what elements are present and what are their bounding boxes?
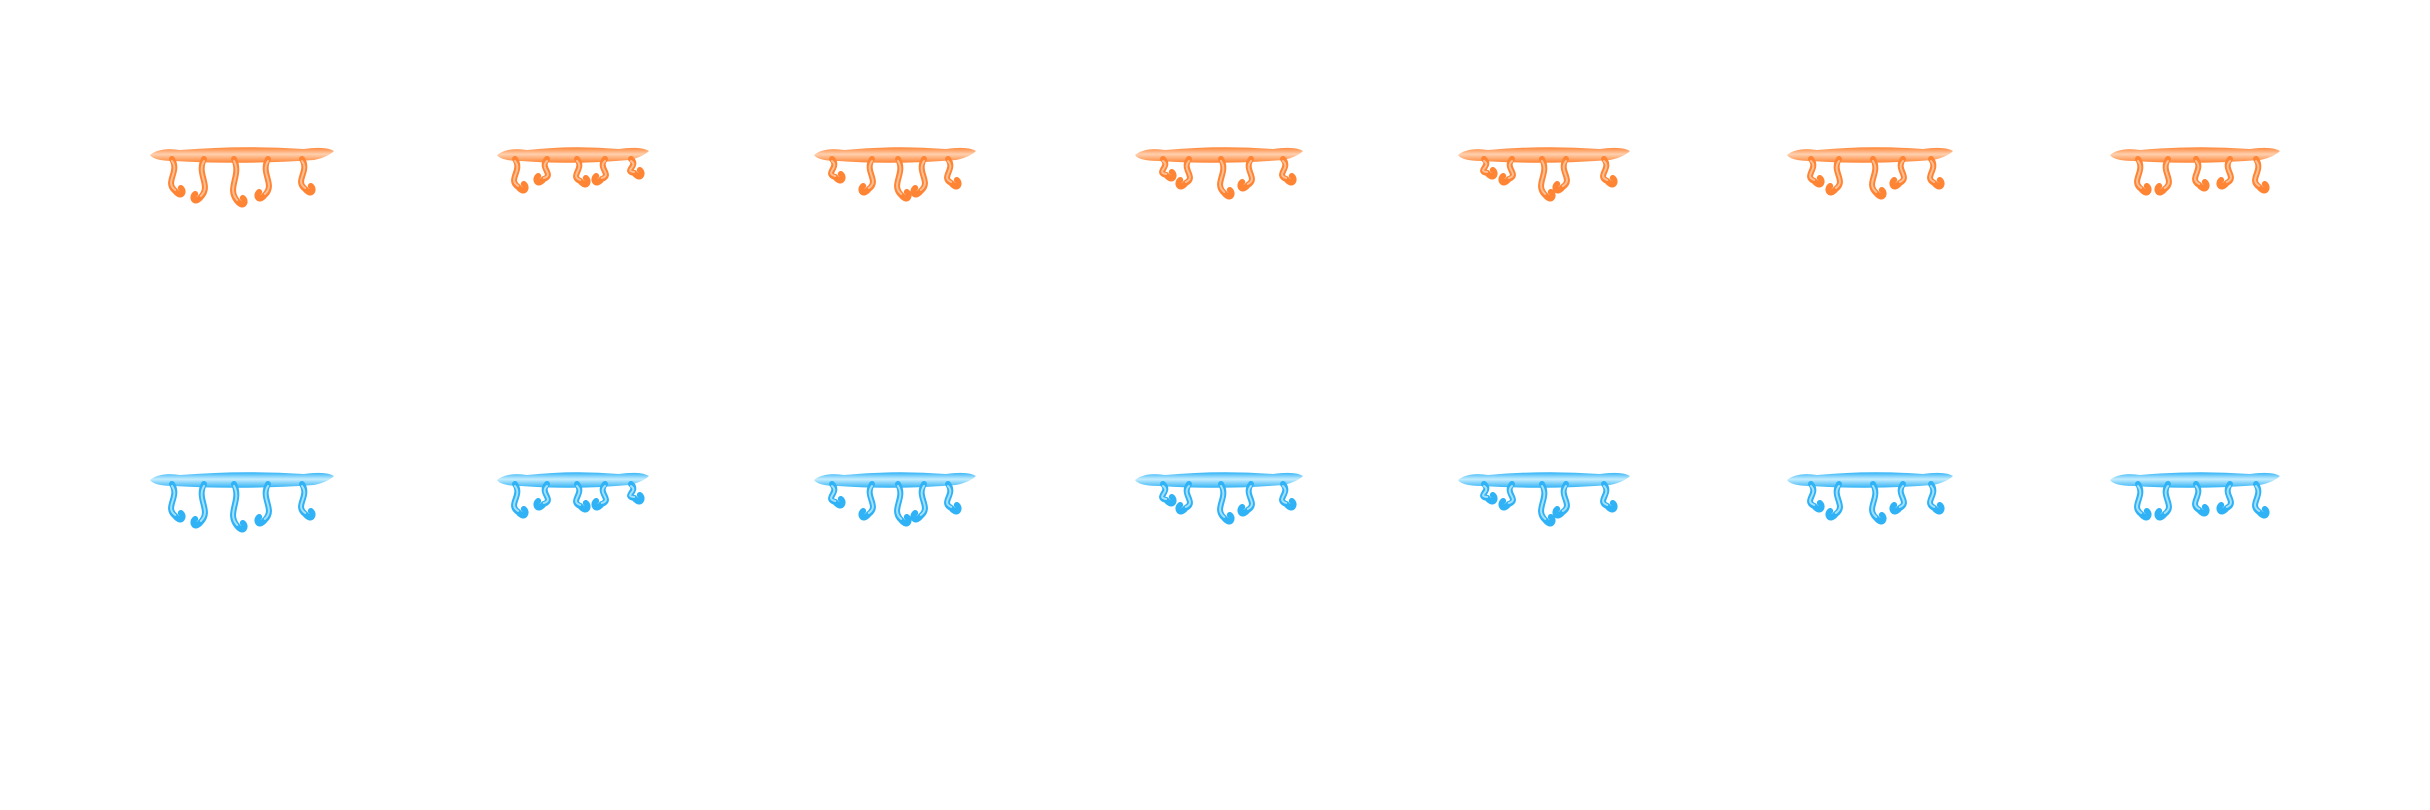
slime-tendril-highlight [542, 485, 549, 504]
slime-tendril-highlight [575, 160, 582, 181]
slime-tendril-highlight [263, 160, 270, 195]
slime-tendril-highlight [2194, 485, 2201, 510]
slime-tendril-highlight [575, 485, 582, 506]
slime-tendril-highlight [232, 485, 239, 526]
slime-band [1135, 472, 1303, 488]
slime-band [150, 147, 334, 163]
slime-tendril-highlight [1898, 485, 1905, 508]
slime-tendril-highlight [1507, 485, 1514, 504]
slime-drip-sprite-orange-1 [142, 145, 342, 215]
slime-tendril-highlight [919, 485, 926, 516]
slime-tendril-highlight [1184, 160, 1191, 183]
slime-tendril-highlight [2163, 485, 2170, 514]
slime-band [2110, 472, 2280, 488]
slime-band [1458, 472, 1630, 488]
slime-tendril-highlight [1219, 485, 1226, 518]
slime-tendril-highlight [2254, 485, 2261, 512]
slime-band [1135, 147, 1303, 163]
slime-tendril-highlight [2225, 485, 2232, 508]
slime-drip-sprite-orange-5 [1442, 145, 1642, 215]
slime-tendril-highlight [946, 485, 953, 508]
slime-tendril-highlight [1929, 485, 1936, 508]
slime-tendril-highlight [1540, 485, 1547, 520]
slime-tendril-highlight [2194, 160, 2201, 185]
slime-tendril-highlight [946, 160, 953, 183]
slime-tendril-highlight [1834, 160, 1841, 189]
slime-tendril-highlight [2136, 485, 2143, 514]
slime-tendril-highlight [199, 485, 206, 522]
slime-tendril-highlight [1809, 160, 1816, 181]
slime-drip-sprite-blue-3 [792, 470, 992, 540]
slime-tendril-highlight [1561, 485, 1568, 512]
slime-drip-sprite-blue-4 [1117, 470, 1317, 540]
slime-tendril-highlight [1507, 160, 1514, 179]
slime-tendril-highlight [896, 485, 903, 520]
slime-tendril-highlight [170, 485, 177, 516]
slime-tendril-highlight [1161, 160, 1168, 175]
slime-drip-sprite-orange-6 [1767, 145, 1967, 215]
slime-drip-sprite-orange-3 [792, 145, 992, 215]
slime-tendril-highlight [867, 485, 874, 514]
slime-band [1787, 147, 1953, 163]
slime-tendril-highlight [1834, 485, 1841, 514]
slime-tendril-highlight [1898, 160, 1905, 183]
slime-drip-sprite-blue-5 [1442, 470, 1642, 540]
slime-tendril-highlight [1246, 160, 1253, 185]
slime-tendril-highlight [1281, 485, 1288, 504]
slime-drip-sprite-blue-1 [142, 470, 342, 540]
slime-tendril-highlight [2254, 160, 2261, 187]
slime-tendril-highlight [600, 160, 607, 179]
slime-drip-sprite-blue-2 [467, 470, 667, 540]
slime-tendril-highlight [1602, 160, 1609, 181]
slime-tendril-highlight [1929, 160, 1936, 183]
slime-tendril-highlight [300, 485, 307, 514]
slime-tendril-highlight [1184, 485, 1191, 508]
slime-band [2110, 147, 2280, 163]
slime-tendril-highlight [263, 485, 270, 520]
slime-drip-sprite-blue-7 [2092, 470, 2292, 540]
slime-band [1458, 147, 1630, 163]
slime-drip-sprite-orange-7 [2092, 145, 2292, 215]
slime-tendril-highlight [513, 485, 520, 512]
slime-tendril-highlight [542, 160, 549, 179]
slime-drip-sprite-orange-4 [1117, 145, 1317, 215]
slime-tendril-highlight [1809, 485, 1816, 506]
slime-tendril-highlight [2163, 160, 2170, 189]
slime-tendril-highlight [1161, 485, 1168, 500]
slime-tendril-highlight [1871, 485, 1878, 518]
slime-tendril-highlight [2225, 160, 2232, 183]
slime-tendril-highlight [1482, 485, 1489, 498]
slime-tendril-highlight [170, 160, 177, 191]
slime-tendril-highlight [830, 485, 837, 502]
slime-tendril-highlight [199, 160, 206, 197]
slime-band [150, 472, 334, 488]
slime-tendril-highlight [629, 160, 636, 173]
slime-tendril-highlight [629, 485, 636, 498]
slime-band [814, 147, 976, 163]
slime-tendril-highlight [300, 160, 307, 189]
slime-tendril-highlight [896, 160, 903, 195]
slime-tendril-highlight [1482, 160, 1489, 173]
slime-tendril-highlight [232, 160, 239, 201]
slime-tendril-highlight [867, 160, 874, 189]
slime-tendril-highlight [2136, 160, 2143, 189]
slime-band [497, 147, 649, 163]
slime-tendril-highlight [513, 160, 520, 187]
slime-tendril-highlight [600, 485, 607, 504]
slime-tendril-highlight [1871, 160, 1878, 193]
slime-drip-sprite-blue-6 [1767, 470, 1967, 540]
slime-tendril-highlight [1281, 160, 1288, 179]
slime-tendril-highlight [1540, 160, 1547, 195]
slime-drip-sprite-orange-2 [467, 145, 667, 215]
slime-band [814, 472, 976, 488]
slime-tendril-highlight [919, 160, 926, 191]
slime-tendril-highlight [1219, 160, 1226, 193]
slime-tendril-highlight [830, 160, 837, 177]
slime-band [1787, 472, 1953, 488]
slime-band [497, 472, 649, 488]
slime-tendril-highlight [1561, 160, 1568, 187]
slime-tendril-highlight [1246, 485, 1253, 510]
slime-tendril-highlight [1602, 485, 1609, 506]
